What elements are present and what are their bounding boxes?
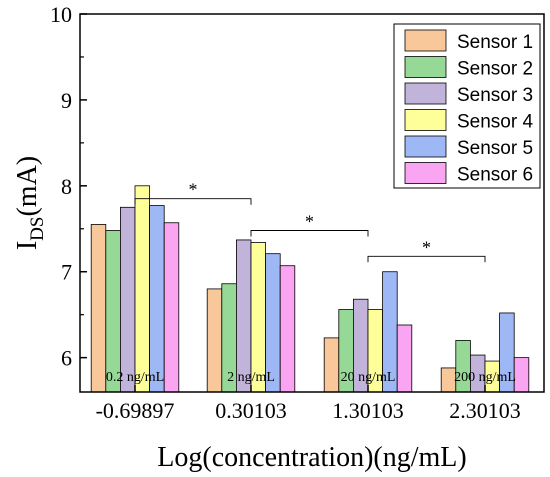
legend-label: Sensor 6 <box>457 165 533 186</box>
bar-sensor-1-2 <box>323 337 340 393</box>
legend-label: Sensor 3 <box>457 85 533 106</box>
bar-sensor-1-1 <box>206 288 223 393</box>
legend: Sensor 1 Sensor 2 Sensor 3 Sensor 4 Sensor 5… <box>393 23 541 189</box>
bar-sensor-6-3 <box>513 357 530 393</box>
legend-label: Sensor 1 <box>457 32 533 53</box>
x-tick-label: 0.30103 <box>215 398 287 423</box>
x-axis: -0.69897 0.30103 1.30103 2.30103 <box>96 385 521 423</box>
bars-layer <box>90 185 530 393</box>
legend-label: Sensor 2 <box>457 59 533 80</box>
bar-sensor-1-0 <box>90 224 107 393</box>
significance-bracket <box>134 198 252 205</box>
category-label: 20 ng/mL <box>341 370 396 385</box>
y-tick-label: 7 <box>61 260 72 285</box>
y-axis-title-unit: (mA) <box>12 156 43 217</box>
bar-sensor-6-1 <box>279 265 296 393</box>
y-tick-label: 9 <box>61 88 72 113</box>
y-tick-label: 6 <box>61 346 72 371</box>
x-axis-title: Log(concentration)(ng/mL) <box>157 442 466 473</box>
legend-swatch <box>404 29 447 52</box>
y-axis-title-sub: DS <box>27 217 48 241</box>
legend-label: Sensor 4 <box>457 112 533 133</box>
legend-label: Sensor 5 <box>457 138 533 159</box>
bar-sensor-4-0 <box>134 185 151 393</box>
significance-star: * <box>189 180 198 200</box>
bar-sensor-6-0 <box>163 222 180 393</box>
legend-swatch <box>404 82 447 105</box>
y-axis-title-main: I <box>12 241 43 250</box>
y-tick-label: 8 <box>61 174 72 199</box>
legend-swatch <box>404 56 447 78</box>
legend-swatch <box>404 162 447 184</box>
y-axis-title: IDS(mA) <box>12 156 48 250</box>
bar-sensor-6-2 <box>396 324 413 393</box>
legend-swatch <box>404 109 447 131</box>
x-tick-label: -0.69897 <box>96 398 175 423</box>
category-label: 2 ng/mL <box>227 370 275 385</box>
bar-sensor-3-0 <box>120 206 136 393</box>
significance-star: * <box>305 211 314 231</box>
significance-bracket <box>367 255 486 263</box>
category-label: 0.2 ng/mL <box>106 370 164 385</box>
category-label: 200 ng/mL <box>454 370 516 385</box>
significance-layer: * * * <box>134 180 486 263</box>
significance-star: * <box>422 237 431 257</box>
legend-swatch <box>404 135 447 158</box>
y-tick-label: 10 <box>50 2 72 27</box>
significance-bracket <box>250 230 369 237</box>
bar-sensor-2-0 <box>105 230 121 393</box>
category-labels-layer: 0.2 ng/mL 2 ng/mL 20 ng/mL 200 ng/mL <box>106 370 516 385</box>
plot-frame <box>79 13 545 393</box>
x-tick-label: 1.30103 <box>332 398 404 423</box>
y-axis: 6 7 8 9 10 <box>50 2 87 371</box>
bar-sensor-5-0 <box>149 205 165 393</box>
x-tick-label: 2.30103 <box>449 398 521 423</box>
